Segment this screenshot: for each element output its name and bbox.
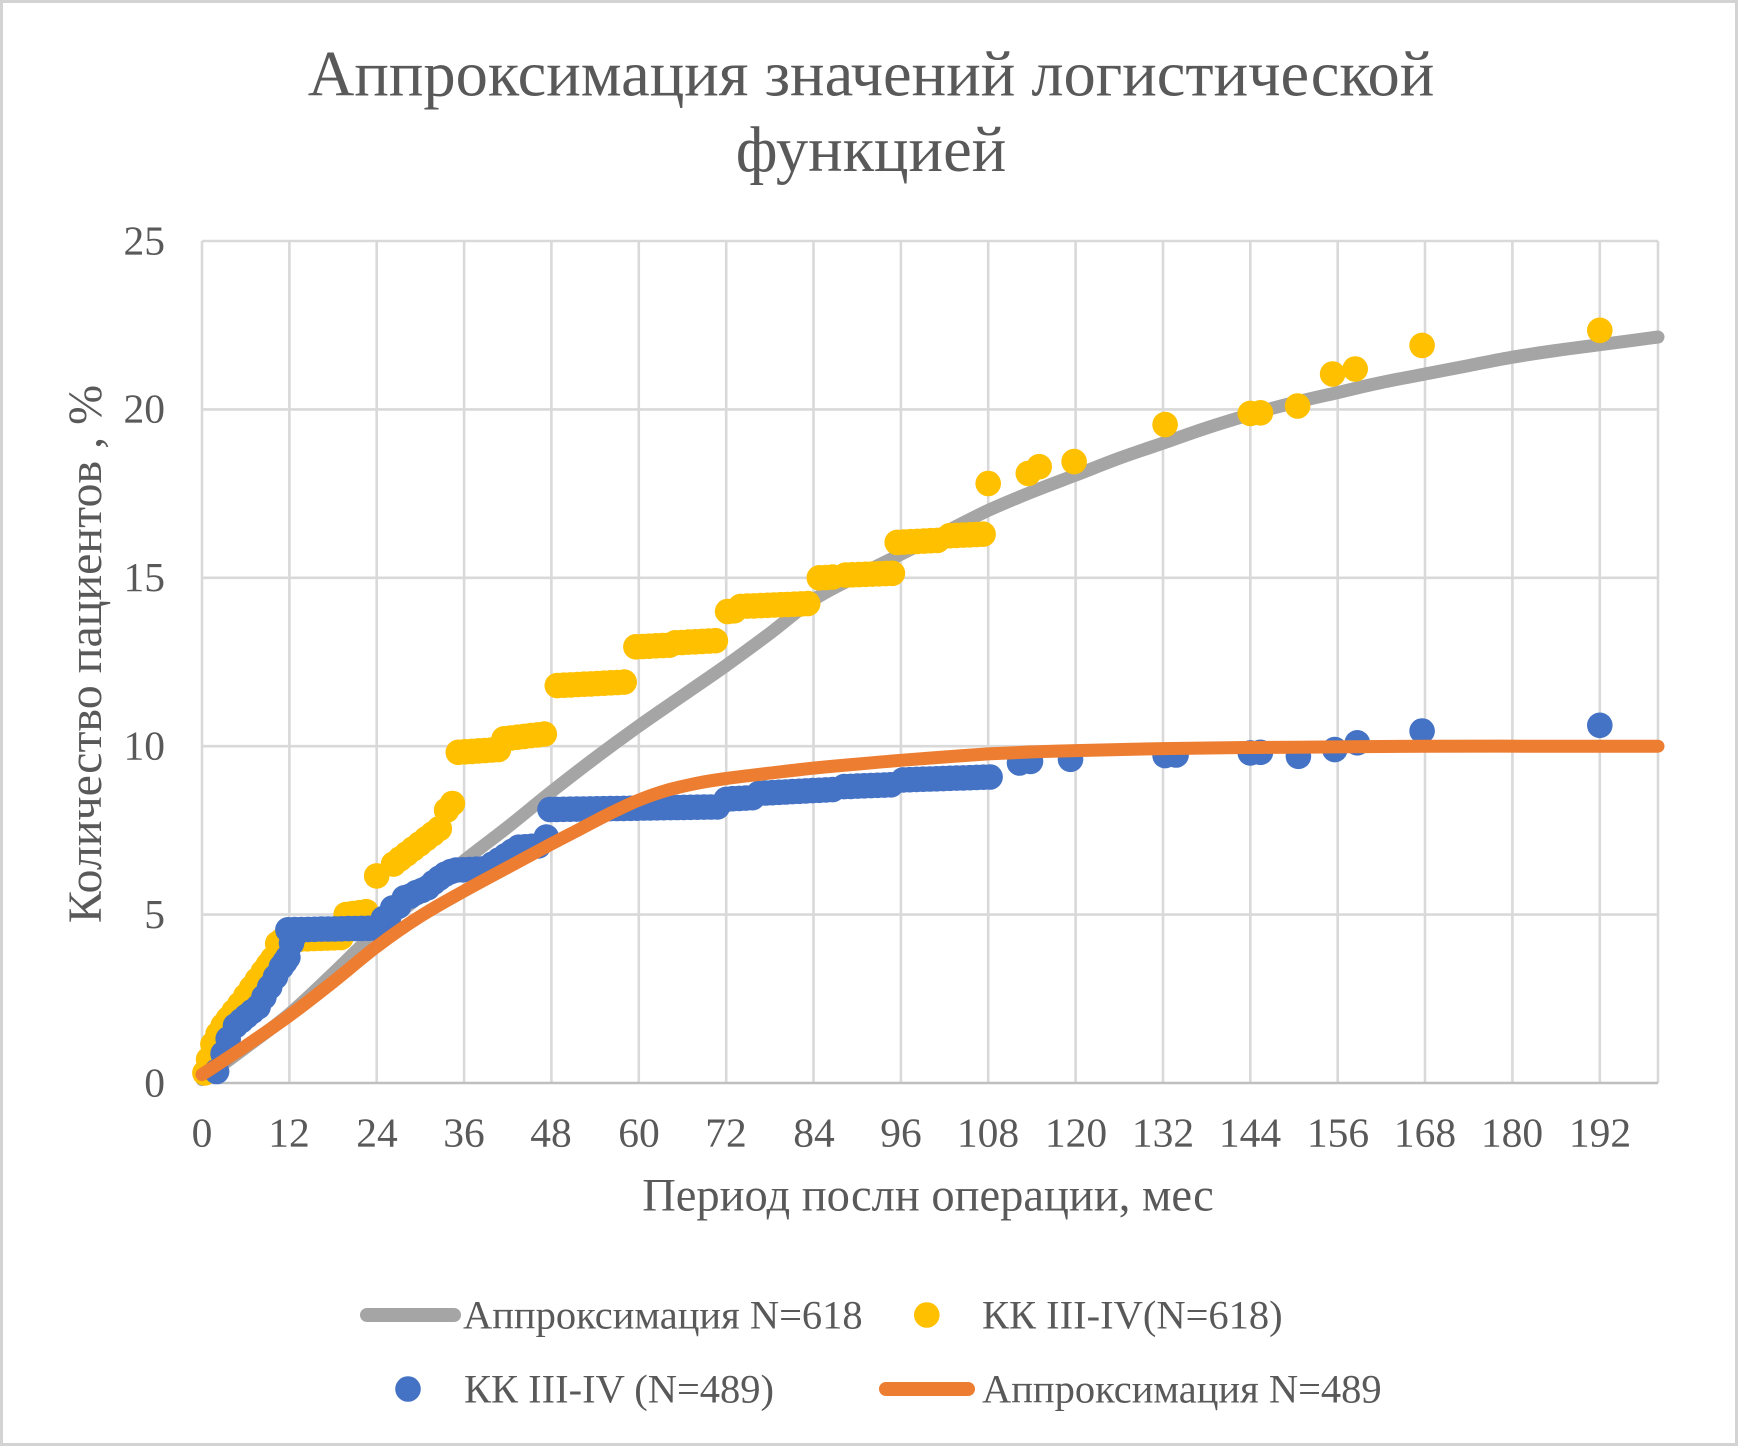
svg-text:168: 168 (1394, 1110, 1456, 1156)
svg-text:20: 20 (124, 386, 166, 432)
svg-text:15: 15 (124, 554, 166, 600)
svg-text:96: 96 (880, 1110, 922, 1156)
svg-text:84: 84 (793, 1110, 835, 1156)
svg-text:10: 10 (124, 723, 166, 769)
svg-text:Количество пациентов , %: Количество пациентов , % (59, 385, 112, 923)
svg-text:функцией: функцией (736, 114, 1006, 185)
svg-text:12: 12 (268, 1110, 310, 1156)
svg-text:Аппроксимация N=618: Аппроксимация N=618 (463, 1293, 863, 1338)
svg-text:Период послн операции, мес: Период послн операции, мес (642, 1171, 1214, 1222)
svg-text:72: 72 (705, 1110, 747, 1156)
svg-text:120: 120 (1045, 1110, 1107, 1156)
svg-text:0: 0 (144, 1059, 165, 1105)
svg-text:192: 192 (1569, 1110, 1631, 1156)
svg-text:5: 5 (144, 891, 165, 937)
svg-text:108: 108 (957, 1110, 1019, 1156)
svg-text:25: 25 (124, 217, 166, 263)
svg-text:180: 180 (1481, 1110, 1543, 1156)
svg-text:144: 144 (1219, 1110, 1282, 1156)
svg-text:60: 60 (618, 1110, 660, 1156)
svg-text:24: 24 (356, 1110, 398, 1156)
svg-text:Аппроксимация N=489: Аппроксимация N=489 (982, 1367, 1382, 1412)
svg-text:36: 36 (443, 1110, 485, 1156)
svg-text:132: 132 (1132, 1110, 1194, 1156)
svg-text:0: 0 (192, 1110, 213, 1156)
svg-text:156: 156 (1307, 1110, 1369, 1156)
svg-text:КК III-IV(N=618): КК III-IV(N=618) (982, 1293, 1283, 1338)
svg-text:48: 48 (530, 1110, 572, 1156)
svg-text:Аппроксимация значений логисти: Аппроксимация значений логистической (308, 39, 1434, 110)
svg-text:КК III-IV (N=489): КК III-IV (N=489) (464, 1367, 774, 1412)
